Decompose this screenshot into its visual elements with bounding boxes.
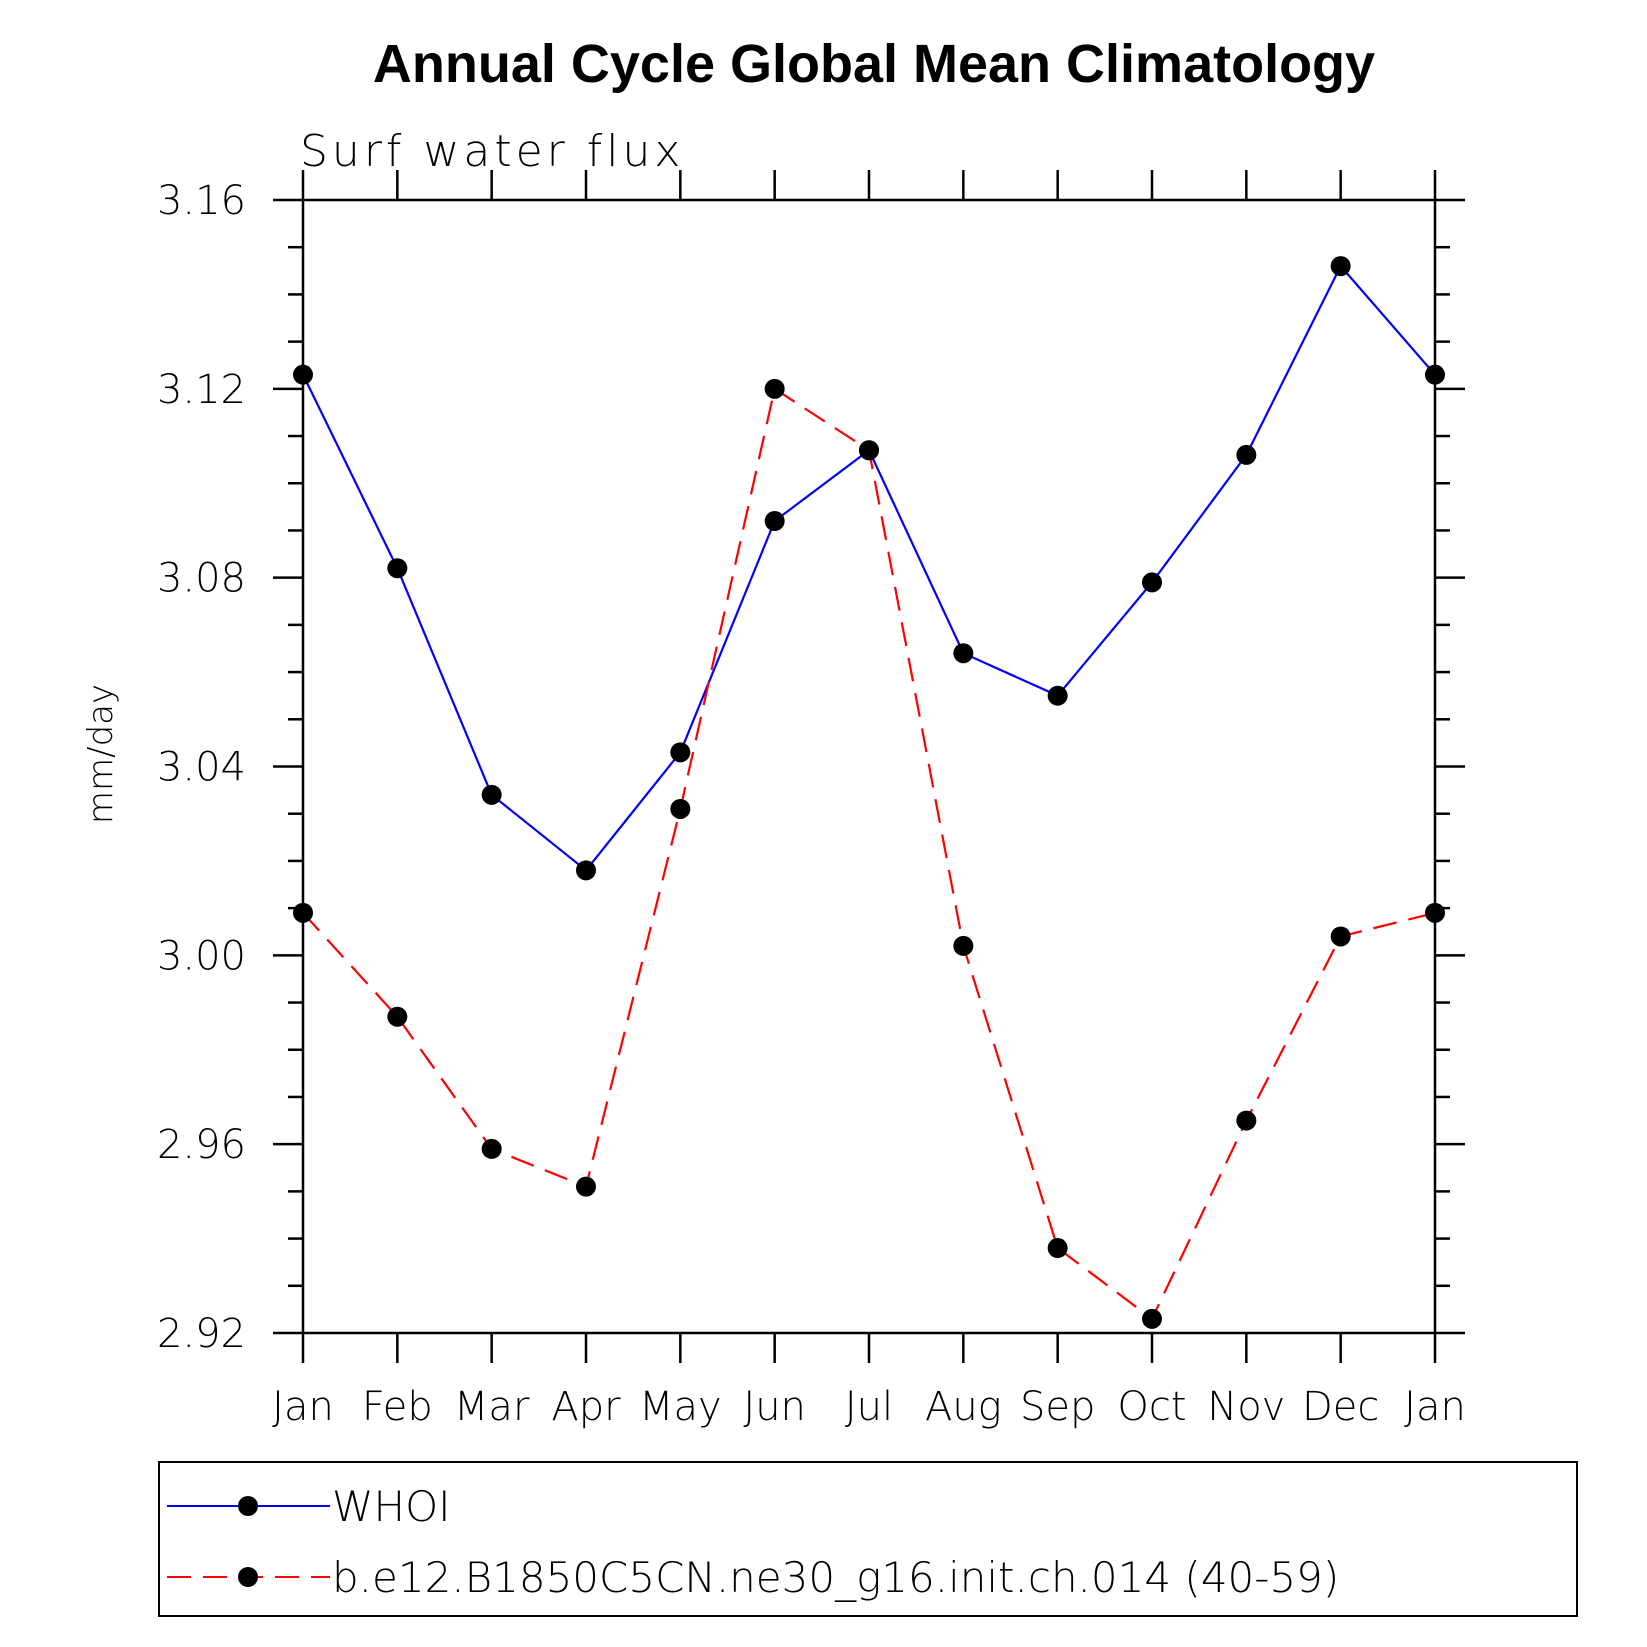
y-tick-label: 3.16	[157, 178, 246, 224]
legend-marker-whoi	[238, 1496, 258, 1516]
data-point-1	[387, 1006, 408, 1027]
x-tick-label: Sep	[1020, 1384, 1095, 1430]
data-point-0	[764, 511, 785, 532]
chart-title: Annual Cycle Global Mean Climatology	[373, 34, 1375, 94]
legend-marker-model	[238, 1567, 258, 1587]
chart-subtitle: Surf water flux	[300, 126, 684, 177]
y-tick-label: 3.12	[157, 367, 246, 413]
series-layer	[293, 256, 1445, 1329]
y-tick-label: 3.04	[157, 745, 246, 791]
data-point-1	[293, 902, 313, 923]
y-tick-label: 3.00	[157, 933, 246, 979]
legend-label-model: b.e12.B1850C5CN.ne30_g16.init.ch.014 (40…	[332, 1553, 1339, 1602]
data-point-1	[1142, 1308, 1162, 1329]
series-line-1	[302, 387, 1436, 1321]
y-tick-label: 2.92	[157, 1311, 246, 1357]
plot-frame	[301, 198, 1437, 1335]
y-tick-labels: 3.16 3.12 3.08 3.04 3.00 2.96 2.92	[157, 178, 246, 1357]
data-point-0	[953, 643, 974, 664]
data-point-1	[1047, 1238, 1068, 1259]
data-point-1	[1330, 926, 1351, 947]
y-tick-label: 2.96	[157, 1122, 246, 1168]
data-point-0	[1330, 256, 1351, 277]
x-tick-label: Dec	[1302, 1384, 1379, 1430]
x-tick-label: Jun	[743, 1384, 806, 1430]
x-tick-label: Nov	[1207, 1384, 1285, 1430]
legend-item-model: b.e12.B1850C5CN.ne30_g16.init.ch.014 (40…	[167, 1553, 1339, 1602]
data-point-0	[576, 860, 596, 881]
x-tick-label: Feb	[362, 1384, 433, 1430]
legend: WHOI b.e12.B1850C5CN.ne30_g16.init.ch.01…	[158, 1461, 1578, 1617]
axis-ticks	[273, 170, 1465, 1363]
x-tick-label: Aug	[925, 1384, 1002, 1430]
x-tick-labels: Jan Feb Mar Apr May Jun Jul Aug Sep Oct Nov Dec Jan	[272, 1384, 1466, 1430]
legend-box	[158, 1461, 1578, 1617]
data-point-0	[293, 364, 313, 385]
y-tick-label: 3.08	[157, 556, 246, 602]
data-point-1	[576, 1176, 596, 1197]
x-tick-label: Jul	[845, 1384, 893, 1430]
x-tick-label: May	[639, 1384, 722, 1430]
x-tick-label: Oct	[1117, 1384, 1186, 1430]
data-point-1	[481, 1138, 502, 1159]
data-point-1	[670, 798, 691, 819]
data-point-1	[1236, 1110, 1257, 1131]
data-point-1	[953, 935, 974, 956]
data-point-0	[1236, 444, 1257, 465]
data-point-0	[387, 558, 408, 579]
data-point-1	[1425, 902, 1445, 923]
x-tick-label: Jan	[272, 1384, 334, 1430]
data-point-1	[859, 440, 879, 461]
data-point-0	[481, 784, 502, 805]
x-tick-label: Apr	[551, 1384, 621, 1430]
x-tick-label: Jan	[1404, 1384, 1466, 1430]
series-line-0	[302, 264, 1436, 872]
x-tick-label: Mar	[454, 1384, 530, 1430]
data-point-1	[764, 378, 785, 399]
data-point-0	[1142, 572, 1162, 593]
data-point-0	[1047, 685, 1068, 706]
y-axis-label: mm/day	[81, 684, 121, 824]
legend-item-whoi: WHOI	[167, 1482, 451, 1531]
data-point-0	[670, 742, 691, 763]
legend-label-whoi: WHOI	[332, 1482, 451, 1531]
data-point-0	[1425, 364, 1445, 385]
